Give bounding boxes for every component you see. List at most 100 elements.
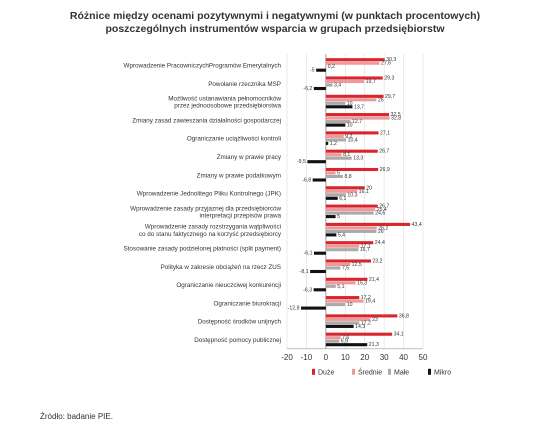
bar [325,248,359,252]
data-label: 43,4 [412,222,422,228]
data-label: -5 [310,68,315,74]
bar [325,149,378,153]
data-label: 27,1 [380,130,390,136]
category-label: Ograniczanie nieuczciwej konkurencji [176,282,281,289]
data-label: 36,8 [399,313,409,319]
data-label: 5 [337,170,340,176]
x-tick-label: -20 [281,353,293,362]
bar [325,244,360,248]
bar [325,314,398,318]
data-label: 9,2 [345,134,352,140]
legend-swatch [428,368,431,375]
bar [325,193,346,197]
data-label: -6,1 [304,251,313,257]
category-label: Stosowanie zasady podzielonej płatności … [123,245,281,252]
category-label: Polityka w zakresie obciążeń na rzecz ZU… [161,264,281,271]
data-label: 25,4 [377,207,387,213]
bar [325,138,347,142]
legend-swatch [388,368,391,375]
data-label: 26 [378,229,384,235]
data-label: 16,1 [359,189,369,195]
legend-swatch [312,368,315,375]
legend-swatch [352,368,355,375]
data-label: 17,1 [361,244,371,250]
data-label: 19,4 [365,299,375,305]
bar [325,336,341,340]
data-label: 26,9 [380,167,390,173]
bar [325,241,374,245]
data-label: 26,7 [379,149,389,155]
bar [325,324,354,328]
category-label: Zmiany w prawie pracy [217,154,282,161]
data-label: 10,3 [347,192,357,198]
bar [325,284,336,288]
bar [325,174,343,179]
bar [325,204,378,208]
bar [316,68,326,72]
category-label: Zmiany zasad zawieszania działalności go… [132,117,281,124]
legend-label: Średnie [358,367,382,376]
data-label: -8,1 [300,269,309,275]
chart-title-line-2: poszczególnych instrumentów wsparcia w g… [105,23,445,35]
data-label: 12,7 [352,119,362,125]
category-label: Możliwość ustanawiania pełnomocników [168,95,281,102]
bar [325,76,383,80]
bar [325,171,336,175]
data-label: 21,3 [369,342,379,348]
bars [300,58,411,347]
x-tick-label: 0 [324,353,329,362]
bar [325,299,364,303]
bar [325,61,380,65]
data-label: 6,1 [339,196,346,202]
bar [325,303,346,307]
bar [325,277,368,281]
bar [325,189,358,193]
chart-title: Różnice między ocenami pozytywnymi i neg… [0,10,550,36]
data-label: 8,8 [344,174,351,180]
bar [325,343,368,347]
x-tick-label: -10 [301,353,313,362]
bar [325,134,344,138]
legend: Duże Średnie Małe Mikro [312,367,451,376]
data-label: 26,7 [379,204,389,210]
bar [325,196,338,200]
data-label: 21,4 [369,277,379,283]
data-label: 20 [366,185,372,191]
data-label: 5 [337,214,340,220]
category-label: Dostępność pomocy publicznej [194,337,281,344]
data-label: -6,8 [302,177,311,183]
bar [325,215,336,219]
bar [325,259,371,263]
bar [325,296,360,300]
category-label: Wprowadzenie Jednolitego Pliku Kontrolne… [137,191,281,198]
data-label: 23 [372,317,378,323]
data-label: 13,3 [353,156,363,162]
bar [313,288,326,292]
data-label: 26 [378,97,384,103]
legend-label: Duże [318,369,334,376]
bar [325,79,365,84]
bar [325,156,352,160]
data-label: 5,4 [338,232,345,238]
data-label: 10 [347,123,353,129]
x-tick-label: 40 [399,353,408,362]
bar [325,94,384,98]
bar [325,123,346,127]
bar [325,98,377,102]
data-label: 16,7 [360,247,370,253]
category-label: Ograniczanie uciążliwości kontroli [187,136,281,143]
data-label: 1,2 [330,141,337,147]
category-label: Powołanie rzecznika MSP [208,81,281,88]
bar [325,120,351,124]
bar [325,266,341,270]
bar [325,83,333,87]
x-tick-label: 50 [419,353,428,362]
bar [325,332,393,336]
data-label: 24,4 [375,240,385,246]
bar [325,116,390,120]
category-label: Wprowadzenie PracowniczychProgramów Emer… [124,62,282,69]
bar [325,131,379,135]
bar [325,211,374,215]
bar [325,281,356,285]
data-label: 24,6 [375,211,385,217]
